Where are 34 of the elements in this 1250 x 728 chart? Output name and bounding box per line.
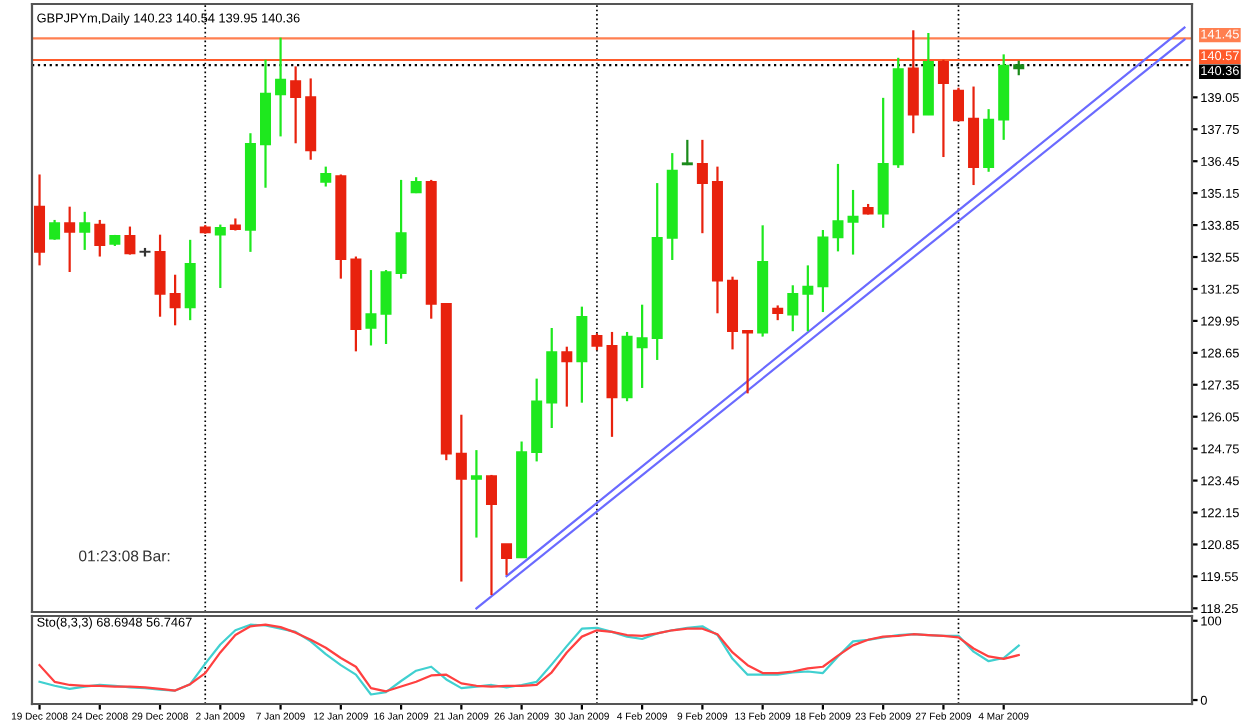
- candlestick: [937, 58, 949, 159]
- candlestick: [742, 328, 754, 395]
- candlestick: [983, 108, 995, 173]
- candlestick: [49, 218, 61, 241]
- candlestick: [847, 188, 859, 256]
- candlestick: [320, 165, 332, 188]
- candlestick: [380, 268, 392, 346]
- candlestick: [501, 543, 513, 577]
- candlestick: [64, 205, 76, 274]
- candlestick: [832, 162, 844, 253]
- candlestick: [169, 273, 181, 327]
- candlestick: [470, 449, 482, 539]
- candlestick: [214, 223, 226, 290]
- candlestick: [124, 225, 136, 256]
- candlestick: [787, 284, 799, 333]
- candlestick: [952, 86, 964, 123]
- candlestick: [636, 303, 648, 390]
- candlestick: [275, 36, 287, 138]
- candlestick: [395, 178, 407, 280]
- candlestick: [184, 238, 196, 322]
- candlestick: [561, 345, 573, 408]
- candlestick: [290, 65, 302, 145]
- candlestick: [455, 413, 467, 583]
- candlestick: [696, 138, 708, 235]
- candlestick: [34, 173, 46, 267]
- candlestick: [576, 305, 588, 404]
- candlestick: [94, 218, 106, 258]
- candlestick: [154, 233, 166, 318]
- candlestick: [681, 138, 693, 167]
- candlestick: [79, 210, 91, 252]
- candlestick: [802, 264, 814, 333]
- candlestick: [907, 29, 919, 135]
- candlestick: [365, 268, 377, 347]
- candlestick: [485, 473, 497, 597]
